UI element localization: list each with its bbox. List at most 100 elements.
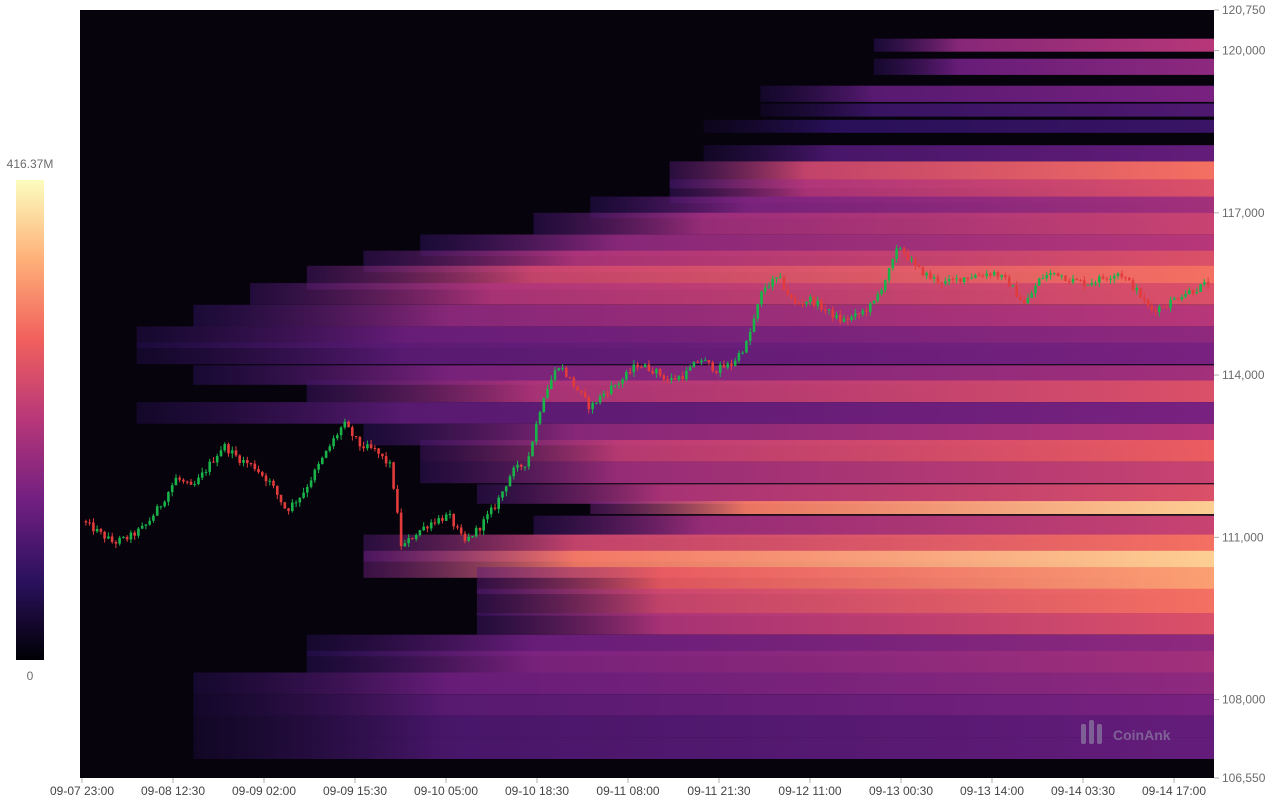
x-tick-label: 09-14 17:00 [1142, 784, 1206, 798]
candle-body [1203, 282, 1206, 285]
colorbar: 416.37M 0 [7, 157, 54, 683]
candle-body [884, 280, 887, 290]
candle-body [595, 402, 598, 404]
x-tick-label: 09-12 11:00 [778, 784, 841, 798]
candle-body [354, 436, 358, 437]
candle-body [688, 367, 692, 371]
candle-body [640, 367, 643, 369]
candle-body [246, 460, 249, 464]
y-tick-label: 120,000 [1222, 44, 1266, 58]
heatmap-band [476, 588, 1214, 616]
candle-body [850, 316, 853, 320]
candle-body [332, 438, 335, 447]
candle-body [471, 536, 474, 538]
candle-body [324, 450, 328, 458]
candle-body [692, 361, 696, 368]
candle-body [253, 463, 257, 470]
candle-body [1052, 272, 1056, 274]
candle-body [1101, 276, 1105, 279]
candle-body [707, 360, 711, 363]
candle-body [936, 277, 940, 283]
candle-body [358, 436, 362, 447]
candle-body [925, 272, 928, 276]
candle-body [805, 301, 808, 304]
candle-body [1191, 290, 1195, 294]
candle-body [452, 514, 455, 527]
candle-body [1180, 296, 1184, 300]
x-tick-label: 09-09 15:30 [323, 784, 387, 798]
candle-body [261, 472, 264, 476]
candle-body [748, 331, 752, 342]
candle-body [1019, 296, 1022, 301]
x-axis: 09-07 23:00 09-08 12:30 09-09 02:00 09-09 1… [50, 778, 1206, 798]
candle-body [1131, 280, 1135, 291]
candle-body [752, 318, 756, 332]
candle-body [200, 472, 204, 478]
candle-body [351, 427, 354, 436]
candle-body [658, 369, 662, 376]
candle-body [92, 522, 95, 532]
candle-body [977, 275, 981, 277]
candle-body [542, 398, 546, 413]
candle-body [152, 515, 155, 521]
candle-body [535, 423, 538, 442]
candle-body [718, 364, 722, 373]
candle-body [1150, 305, 1154, 311]
heatmap-band [193, 672, 1214, 695]
colorbar-min-label: 0 [27, 669, 34, 683]
candle-body [366, 444, 369, 449]
candle-body [782, 276, 786, 290]
candle-body [1004, 275, 1007, 278]
candle-body [767, 286, 771, 288]
candle-body [1000, 275, 1003, 278]
candle-body [673, 378, 677, 380]
candle-body [951, 279, 955, 280]
candle-body [287, 508, 290, 511]
candle-body [869, 303, 872, 312]
heatmap-band [873, 58, 1214, 75]
candle-body [632, 364, 636, 373]
y-tick-label: 120,750 [1222, 3, 1266, 17]
candle-body [741, 352, 744, 354]
candle-body [1071, 278, 1075, 283]
candle-body [84, 521, 88, 523]
candle-body [163, 501, 166, 507]
x-tick-label: 09-11 21:30 [687, 784, 750, 798]
heatmap-band [703, 119, 1214, 133]
candle-body [433, 522, 437, 524]
candle-body [1094, 282, 1097, 284]
candle-body [1135, 288, 1139, 291]
candle-body [144, 524, 148, 526]
y-tick-label: 108,000 [1222, 693, 1266, 707]
candle-body [538, 412, 542, 424]
watermark-text: CoinAnk [1113, 727, 1171, 743]
x-tick-label: 09-14 03:30 [1051, 784, 1115, 798]
candle-body [437, 518, 440, 524]
candle-body [414, 535, 418, 539]
candle-body [621, 379, 624, 384]
candle-body [591, 402, 594, 410]
candle-body [384, 456, 388, 464]
candle-body [831, 309, 835, 318]
candle-body [99, 529, 103, 532]
candle-body [1128, 277, 1131, 281]
candle-body [456, 526, 459, 528]
candle-body [302, 492, 305, 498]
candle-body [125, 536, 129, 540]
candle-body [1022, 300, 1026, 304]
candle-body [910, 259, 913, 261]
candle-body [790, 294, 793, 299]
candle-body [167, 492, 170, 502]
candle-body [283, 502, 287, 509]
candle-body [824, 309, 827, 311]
heatmap-band [193, 737, 1214, 759]
candle-body [914, 259, 917, 266]
candle-body [95, 529, 99, 532]
candle-body [174, 477, 178, 486]
candle-body [880, 290, 883, 294]
candle-body [257, 469, 260, 473]
candle-body [565, 368, 568, 377]
heatmap-band [420, 461, 1214, 484]
heatmap-bands [136, 38, 1214, 759]
candle-body [602, 393, 606, 397]
